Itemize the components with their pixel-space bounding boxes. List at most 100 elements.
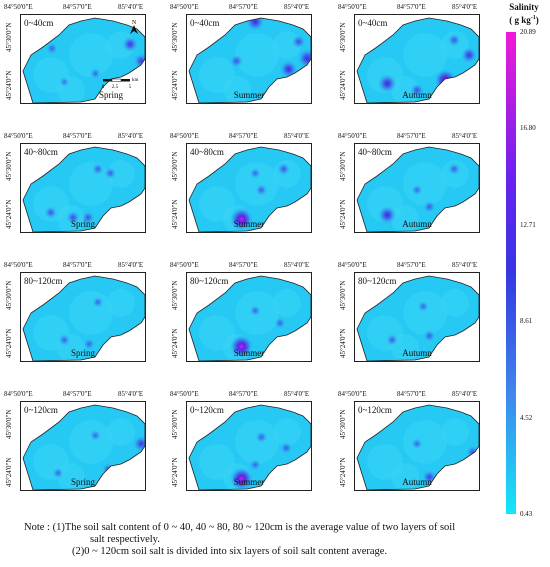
svg-text:0: 0 bbox=[102, 85, 105, 90]
lat-label-top: 45°30'0"N bbox=[5, 22, 13, 52]
salinity-hotspot bbox=[297, 48, 311, 69]
lon-label-left: 84°50'0"E bbox=[338, 3, 367, 11]
salinity-hotspot bbox=[280, 441, 293, 454]
lon-label-right: 85°4'0"E bbox=[284, 390, 310, 398]
map-panel: 84°50'0"E 84°57'0"E 85°4'0"E 45°30'0"N 45°24… bbox=[334, 387, 484, 491]
lat-label-top: 45°30'0"N bbox=[5, 409, 13, 439]
salinity-map bbox=[188, 146, 311, 232]
salinity-hotspot bbox=[245, 18, 265, 31]
lat-label-bottom: 45°24'0"N bbox=[171, 457, 179, 487]
salinity-hotspot bbox=[255, 183, 268, 196]
salinity-hotspot bbox=[229, 334, 254, 359]
lon-label-right: 85°4'0"E bbox=[452, 261, 478, 269]
lon-label-mid: 84°57'0"E bbox=[63, 3, 92, 11]
map-frame: 80~120cm Autumn bbox=[354, 272, 480, 362]
map-panel: 84°50'0"E 84°57'0"E 85°4'0"E 45°30'0"N 45°24… bbox=[0, 0, 150, 104]
salinity-legend: Salinity ( g kg-1) 20.89 16.80 12.71 8.61 4.… bbox=[498, 0, 550, 520]
lon-label-right: 85°4'0"E bbox=[452, 132, 478, 140]
lon-label-left: 84°50'0"E bbox=[338, 390, 367, 398]
salinity-hotspot bbox=[411, 184, 423, 196]
scale-bar: km 0 2.5 5 bbox=[101, 75, 143, 91]
season-label: Autumn bbox=[402, 348, 432, 358]
salinity-map bbox=[356, 404, 479, 490]
map-frame: 40~80cm Spring bbox=[20, 143, 146, 233]
legend-tick: 16.80 bbox=[520, 124, 536, 133]
lat-label-bottom: 45°24'0"N bbox=[339, 328, 347, 358]
legend-color-bar bbox=[506, 32, 516, 514]
salinity-map bbox=[356, 17, 479, 103]
season-label: Summer bbox=[233, 348, 265, 358]
lon-label-left: 84°50'0"E bbox=[170, 132, 199, 140]
lon-label-mid: 84°57'0"E bbox=[397, 132, 426, 140]
lon-label-right: 85°4'0"E bbox=[118, 132, 144, 140]
map-panel: 84°50'0"E 84°57'0"E 85°4'0"E 45°30'0"N 45°24… bbox=[0, 129, 150, 233]
lat-label-bottom: 45°24'0"N bbox=[339, 457, 347, 487]
season-label: Summer bbox=[233, 219, 265, 229]
map-panel: 84°50'0"E 84°57'0"E 85°4'0"E 45°30'0"N 45°24… bbox=[334, 129, 484, 233]
svg-text:km: km bbox=[132, 78, 139, 83]
salinity-hotspot bbox=[386, 333, 399, 346]
lon-label-left: 84°50'0"E bbox=[170, 390, 199, 398]
salinity-hotspot bbox=[423, 329, 436, 342]
salinity-hotspot bbox=[52, 467, 64, 479]
salinity-map bbox=[22, 146, 145, 232]
map-panel: 84°50'0"E 84°57'0"E 85°4'0"E 45°30'0"N 45°24… bbox=[166, 387, 316, 491]
map-panel: 84°50'0"E 84°57'0"E 85°4'0"E 45°30'0"N 45°24… bbox=[0, 258, 150, 362]
legend-tick: 12.71 bbox=[520, 220, 536, 229]
lat-label-bottom: 45°24'0"N bbox=[171, 70, 179, 100]
lat-label-top: 45°30'0"N bbox=[339, 409, 347, 439]
salinity-hotspot bbox=[434, 69, 457, 92]
lon-label-left: 84°50'0"E bbox=[170, 261, 199, 269]
depth-label: 0~120cm bbox=[190, 405, 224, 415]
salinity-map bbox=[356, 275, 479, 361]
salinity-map bbox=[188, 17, 311, 103]
salinity-hotspot bbox=[89, 429, 101, 442]
salinity-hotspot bbox=[378, 205, 397, 225]
salinity-hotspot bbox=[58, 333, 71, 346]
salinity-hotspot bbox=[277, 162, 291, 176]
legend-tick: 8.61 bbox=[520, 317, 533, 326]
depth-label: 0~120cm bbox=[24, 405, 58, 415]
lat-label-top: 45°30'0"N bbox=[171, 151, 179, 181]
salinity-hotspot bbox=[59, 76, 70, 88]
salinity-hotspot bbox=[411, 438, 423, 450]
salinity-hotspot bbox=[448, 163, 461, 176]
svg-text:N: N bbox=[132, 20, 137, 26]
salinity-hotspot bbox=[249, 305, 261, 317]
north-arrow-icon: N bbox=[127, 17, 141, 35]
salinity-hotspot bbox=[104, 167, 117, 180]
lon-label-left: 84°50'0"E bbox=[4, 261, 33, 269]
salinity-map bbox=[22, 17, 145, 103]
salinity-hotspot bbox=[423, 200, 436, 213]
lon-label-mid: 84°57'0"E bbox=[397, 390, 426, 398]
lat-label-top: 45°30'0"N bbox=[339, 22, 347, 52]
depth-label: 0~120cm bbox=[358, 405, 392, 415]
salinity-hotspot bbox=[291, 34, 306, 49]
lat-label-top: 45°30'0"N bbox=[339, 280, 347, 310]
lon-label-mid: 84°57'0"E bbox=[229, 3, 258, 11]
salinity-hotspot bbox=[417, 300, 429, 313]
svg-text:5: 5 bbox=[129, 85, 132, 90]
salinity-hotspot bbox=[410, 83, 424, 98]
lon-label-mid: 84°57'0"E bbox=[63, 390, 92, 398]
lon-label-left: 84°50'0"E bbox=[170, 3, 199, 11]
lon-label-mid: 84°57'0"E bbox=[63, 132, 92, 140]
lon-label-right: 85°4'0"E bbox=[284, 3, 310, 11]
lon-label-left: 84°50'0"E bbox=[4, 132, 33, 140]
map-frame: 0~40cm Summer bbox=[186, 14, 312, 104]
salinity-hotspot bbox=[229, 207, 254, 231]
lat-label-bottom: 45°24'0"N bbox=[339, 70, 347, 100]
lat-label-top: 45°30'0"N bbox=[5, 280, 13, 310]
depth-label: 0~40cm bbox=[24, 18, 54, 28]
salinity-hotspot bbox=[91, 163, 104, 176]
salinity-hotspot bbox=[377, 73, 397, 94]
lon-label-right: 85°4'0"E bbox=[118, 3, 144, 11]
salinity-hotspot bbox=[279, 60, 298, 79]
svg-text:2.5: 2.5 bbox=[112, 85, 119, 90]
lat-label-top: 45°30'0"N bbox=[171, 409, 179, 439]
season-label: Spring bbox=[70, 219, 95, 229]
map-panel: 84°50'0"E 84°57'0"E 85°4'0"E 45°30'0"N 45°24… bbox=[166, 129, 316, 233]
depth-label: 40~80cm bbox=[190, 147, 224, 157]
season-label: Autumn bbox=[402, 219, 432, 229]
